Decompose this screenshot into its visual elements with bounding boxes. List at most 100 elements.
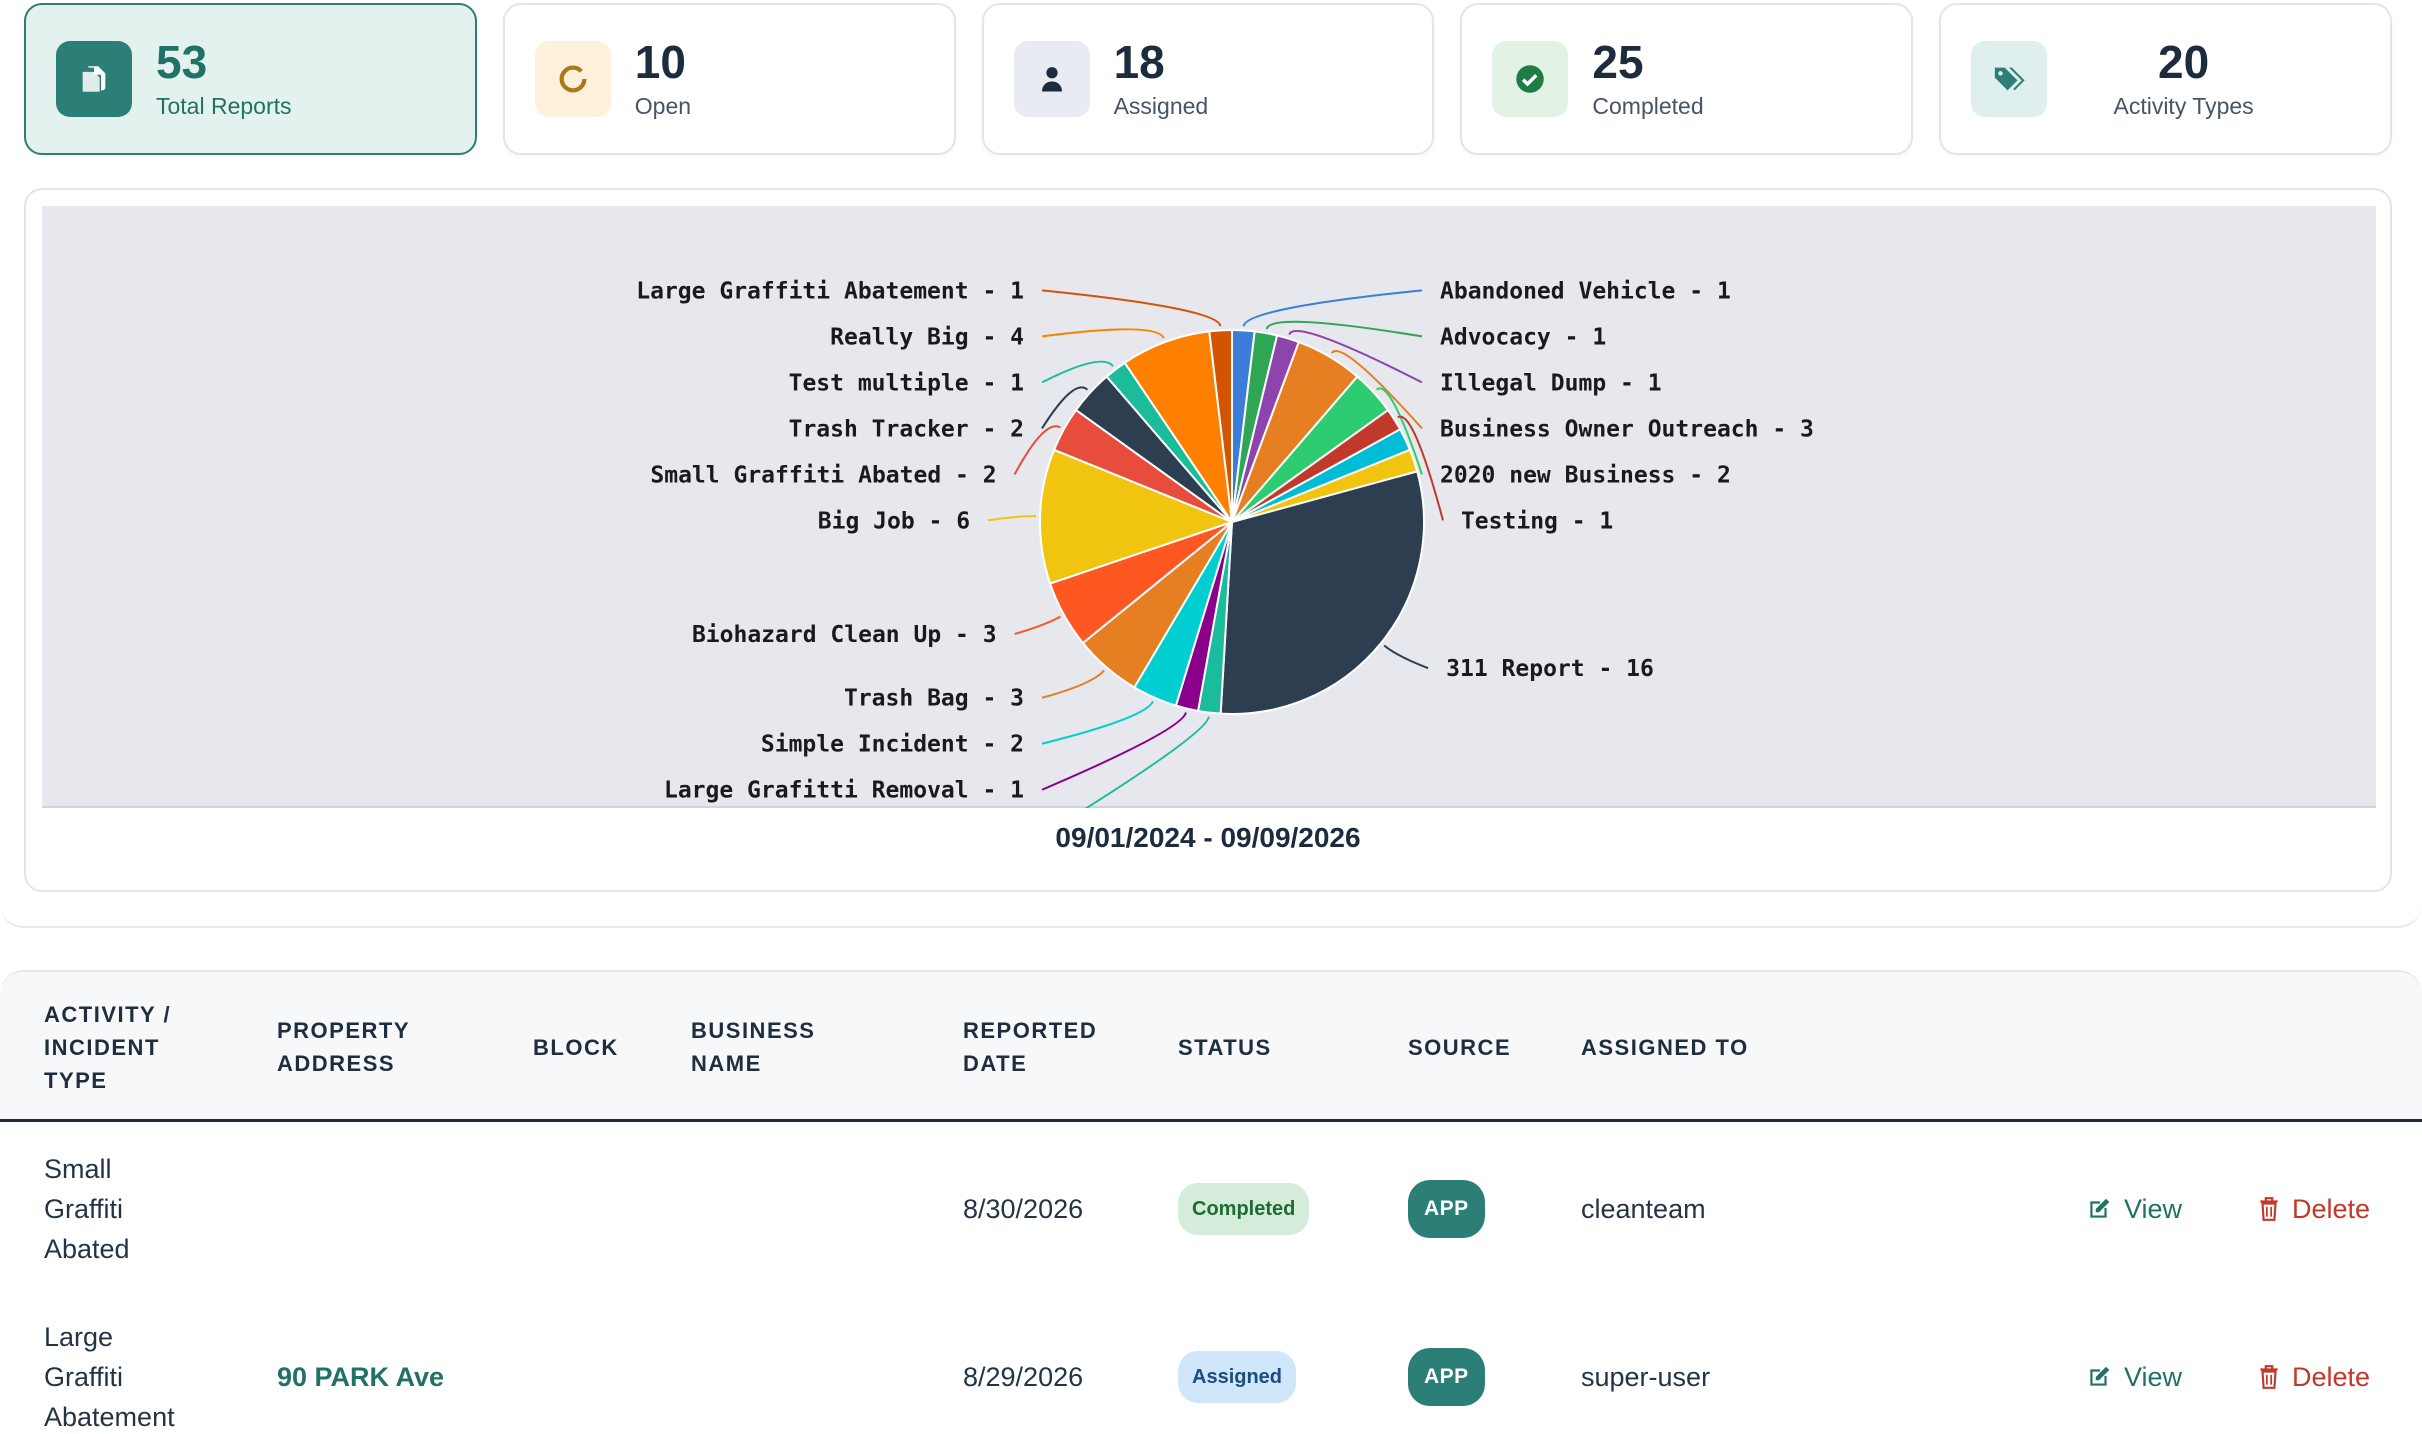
delete-label: Delete [2292,1194,2371,1224]
address-cell[interactable] [277,1125,507,1293]
reported-date-cell: 8/30/2026 [963,1194,1084,1224]
delete-button[interactable]: Delete [2258,1293,2408,1434]
stat-card-open[interactable]: 10 Open [502,3,956,155]
column-header[interactable]: PROPERTY ADDRESS [277,1018,410,1076]
assigned-cell: super-user [1581,1362,1711,1392]
pie-label: Simple Incident - 2 [761,732,1024,758]
column-header[interactable]: BUSINESS NAME [691,1018,816,1076]
status-badge: Completed [1178,1183,1310,1235]
stat-value: 25 [1592,35,1644,88]
view-button[interactable]: View [2086,1125,2206,1293]
view-action[interactable]: View [2086,1357,2182,1397]
delete-action[interactable]: Delete [2258,1189,2370,1229]
stat-card-assigned[interactable]: 18 Assigned [981,3,1435,155]
pie-label: Trash Bag - 3 [844,686,1024,712]
address-cell[interactable]: 90 PARK Ave [277,1293,507,1434]
pie-leader-line [1330,350,1423,430]
source-cell: APP [1408,1125,1548,1293]
pie-leader-line [1041,700,1154,745]
pie-label: Really Big - 4 [830,324,1024,350]
business-cell [691,1293,931,1434]
delete-label: Delete [2292,1362,2371,1392]
pie-label: Illegal Dump - 1 [1440,370,1662,396]
column-header[interactable]: SOURCE [1408,1034,1512,1060]
pie-leader-line [1288,329,1423,384]
reports-table: ACTIVITY / INCIDENT TYPE PROPERTY ADDRES… [0,970,2422,1434]
pie-leader-line [1014,615,1061,635]
column-header[interactable]: STATUS [1178,1034,1272,1060]
status-cell: Completed [1178,1125,1378,1293]
source-cell: APP [1408,1293,1548,1434]
reported-date-cell: 8/29/2026 [963,1362,1084,1392]
stat-label: Assigned [1113,92,1209,119]
stat-value: 20 [2158,35,2210,88]
column-header[interactable]: REPORTED DATE [963,1018,1098,1076]
delete-action[interactable]: Delete [2258,1357,2370,1397]
pie-label: Advocacy - 1 [1440,324,1606,350]
activity-cell: Large Graffiti Abatement [44,1322,175,1432]
assigned-cell: cleanteam [1581,1194,1706,1224]
pie-leader-line [987,515,1037,522]
view-label: View [2124,1194,2183,1224]
pie-leader-line [1041,328,1165,339]
pie-leader-line [1041,289,1222,327]
pie-label: Big Job - 6 [818,508,970,534]
business-cell [691,1125,931,1293]
source-badge: APP [1408,1180,1485,1238]
stat-label: Total Reports [156,92,292,119]
pie-slice[interactable] [1219,470,1425,715]
pie-label: Large Graffiti Abatement - 1 [636,278,1024,304]
pie-leader-line [1041,386,1089,429]
trash-icon [2260,1197,2278,1221]
user-icon [1013,41,1090,117]
pie-leader-line [1375,387,1423,475]
pie-leader-line [1041,712,1187,791]
block-cell [533,1125,653,1293]
column-header[interactable]: BLOCK [533,1034,619,1060]
stat-label: Activity Types [2113,92,2254,119]
pie-slice[interactable] [1208,328,1233,523]
stat-label: Open [634,92,692,119]
source-badge: APP [1408,1348,1485,1406]
pie-leader-line [1265,320,1423,338]
pie-label: Business Owner Outreach - 3 [1440,416,1814,442]
stat-card-completed[interactable]: 25 Completed [1460,3,1914,155]
pie-label: Small Graffiti Abated - 2 [650,462,996,488]
pie-chart: Abandoned Vehicle - 1 Advocacy - 1 Illegal… [636,278,1814,808]
pie-slice[interactable] [1039,448,1235,585]
tags-icon [1971,41,2048,117]
table-row[interactable]: Small Graffiti Abated 8/30/2026 Complete… [0,1125,2422,1293]
delete-button[interactable]: Delete [2258,1125,2408,1293]
stat-card-activity-types[interactable]: 20 Activity Types [1939,3,2392,155]
address-link[interactable]: 90 PARK Ave [277,1362,445,1392]
stat-value: 10 [634,35,686,88]
pie-leader-line [1013,425,1061,475]
pie-leader-line [1041,360,1114,384]
pie-leader-line [1383,644,1429,670]
activity-cell: Small Graffiti Abated [44,1154,130,1264]
pie-leader-line [1242,289,1423,327]
pie-label: 311 Report - 16 [1446,656,1654,682]
view-action[interactable]: View [2086,1189,2182,1229]
pie-leader-line [1397,415,1444,521]
view-button[interactable]: View [2086,1293,2206,1434]
table-row[interactable]: Large Graffiti Abatement 90 PARK Ave 8/2… [0,1293,2422,1434]
trash-icon [2260,1365,2278,1389]
check-circle-icon [1492,41,1569,117]
pie-label: Trash Tracker - 2 [789,416,1024,442]
pie-label: Biohazard Clean Up - 3 [692,622,997,648]
chart-card: Abandoned Vehicle - 1 Advocacy - 1 Illegal… [24,188,2392,892]
stats-row: 53 Total Reports 10 Open 18 Assigned 25 … [24,3,2392,155]
spinner-icon [534,41,611,117]
pie-leader-line [1084,716,1210,808]
stat-label: Completed [1592,92,1704,119]
stat-card-total-reports[interactable]: 53 Total Reports [24,3,477,155]
pie-label: Large Grafitti Removal - 1 [664,778,1024,804]
pie-label: Abandoned Vehicle - 1 [1440,278,1731,304]
edit-icon [2090,1198,2110,1218]
edit-icon [2090,1366,2110,1386]
column-header[interactable]: ASSIGNED TO [1581,1034,1749,1060]
table-header: ACTIVITY / INCIDENT TYPE PROPERTY ADDRES… [0,972,2422,1122]
column-header[interactable]: ACTIVITY / INCIDENT TYPE [44,1001,172,1093]
stat-value: 18 [1113,35,1165,88]
